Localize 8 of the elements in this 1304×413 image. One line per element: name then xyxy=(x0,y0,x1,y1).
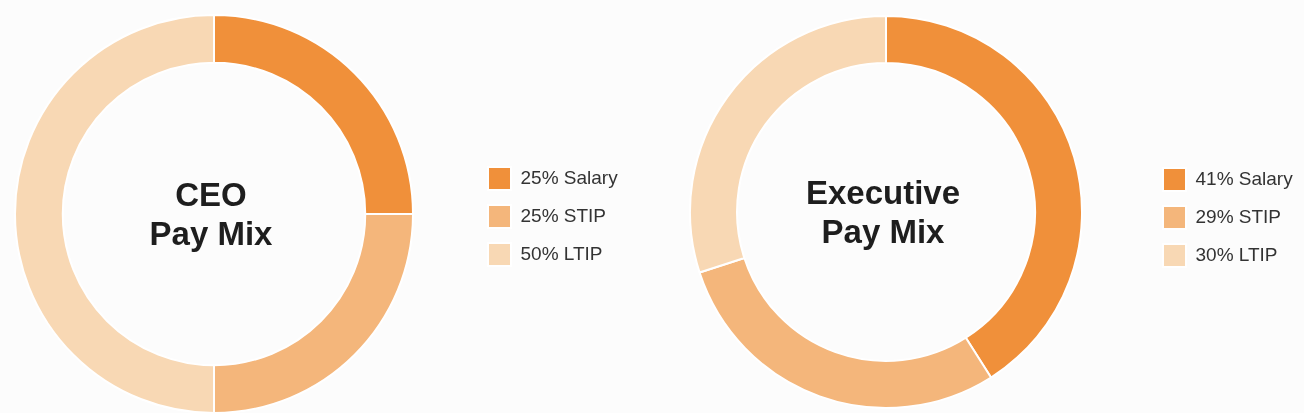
legend-label: 25% STIP xyxy=(520,204,607,226)
legend-label: 30% LTIP xyxy=(1195,243,1278,265)
legend-label: 41% Salary xyxy=(1195,167,1294,189)
text: Executive Pay Mix xyxy=(805,173,961,250)
text: CEO Pay Mix xyxy=(149,175,274,252)
legend-label: 50% LTIP xyxy=(520,242,603,264)
legend-label: 29% STIP xyxy=(1195,205,1282,227)
legend-label: 25% Salary xyxy=(520,166,619,188)
